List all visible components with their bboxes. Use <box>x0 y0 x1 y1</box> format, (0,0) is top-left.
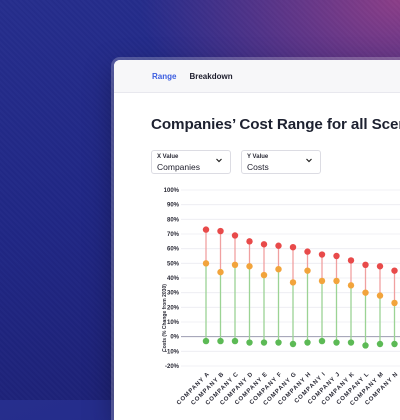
data-point-mid <box>275 266 282 273</box>
y-tick-label: 30% <box>167 291 180 297</box>
data-point-low <box>246 339 253 346</box>
data-point-low <box>275 339 282 346</box>
y-value-label: Y Value <box>247 154 269 160</box>
y-tick-label: 80% <box>167 217 180 223</box>
chart: Costs (% Change from 2030) 100% 90% 80% 70%… <box>162 188 400 407</box>
y-tick-label: 40% <box>167 276 180 282</box>
data-point-mid <box>391 299 398 307</box>
data-point-mid <box>217 268 224 276</box>
y-axis-label: Costs (% Change from 2030) <box>162 284 168 352</box>
data-point-high <box>333 252 340 260</box>
data-point-mid <box>246 263 253 270</box>
tab-range[interactable]: Range <box>152 71 177 81</box>
data-point-mid <box>347 282 355 289</box>
tab-breakdown[interactable]: Breakdown <box>189 71 233 81</box>
data-point-mid <box>260 271 268 279</box>
x-value-current: Companies <box>157 162 200 172</box>
data-point-high <box>304 248 311 255</box>
y-value-current: Costs <box>247 162 269 172</box>
data-point-high <box>318 251 326 258</box>
y-tick-label: 60% <box>167 247 180 253</box>
data-point-high <box>289 244 297 251</box>
data-point-low <box>231 337 239 345</box>
data-point-low <box>289 340 297 348</box>
data-point-high <box>246 238 253 245</box>
data-point-mid <box>333 277 340 285</box>
data-point-low <box>333 339 340 346</box>
data-point-low <box>376 340 384 348</box>
y-tick-label: -20% <box>165 364 180 370</box>
data-point-low <box>362 342 369 349</box>
data-point-high <box>260 241 268 248</box>
data-point-high <box>202 226 210 233</box>
data-point-high <box>391 267 398 274</box>
x-value-select[interactable]: X Value Companies <box>151 150 231 174</box>
app-window: Range Breakdown Companies’ Cost Range fo… <box>114 60 400 420</box>
data-point-high <box>362 261 369 268</box>
tab-bar: Range Breakdown <box>114 60 400 93</box>
data-point-low <box>318 337 326 345</box>
chevron-down-icon <box>216 158 222 163</box>
data-point-high <box>275 242 282 249</box>
data-point-high <box>231 232 239 239</box>
data-point-mid <box>376 292 384 299</box>
data-point-mid <box>318 277 326 285</box>
data-point-low <box>391 340 398 348</box>
y-tick-label: 90% <box>167 203 180 209</box>
y-tick-label: 20% <box>167 305 180 311</box>
page-title: Companies’ Cost Range for all Scenarios <box>151 116 400 133</box>
y-tick-label: -10% <box>165 349 180 355</box>
y-value-select[interactable]: Y Value Costs <box>241 150 321 174</box>
data-point-low <box>347 339 355 346</box>
data-point-high <box>347 257 355 264</box>
data-point-low <box>202 337 210 345</box>
chevron-down-icon <box>306 158 312 163</box>
y-tick-label: 0% <box>170 335 179 341</box>
y-tick-label: 100% <box>164 188 180 194</box>
data-point-mid <box>362 289 369 296</box>
y-tick-label: 70% <box>167 232 180 238</box>
data-point-mid <box>231 261 239 268</box>
y-tick-label: 10% <box>167 320 180 326</box>
data-point-mid <box>202 260 210 267</box>
data-point-low <box>217 337 224 345</box>
data-point-high <box>376 263 384 270</box>
data-point-mid <box>289 279 297 286</box>
data-point-low <box>304 339 311 346</box>
y-tick-label: 50% <box>167 261 180 267</box>
data-point-low <box>260 339 268 346</box>
x-value-label: X Value <box>157 154 179 160</box>
data-point-mid <box>304 267 311 274</box>
data-point-high <box>217 227 224 235</box>
